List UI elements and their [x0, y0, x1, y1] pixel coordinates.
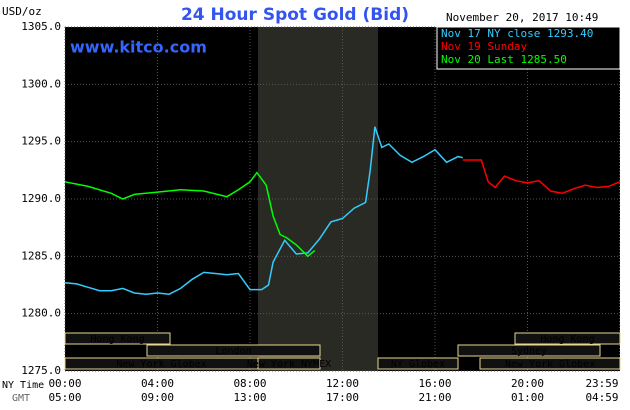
session-label: New York Globex	[505, 359, 595, 370]
price-line	[64, 171, 316, 258]
session-bar	[457, 344, 601, 357]
x-tick-label: 12:00	[326, 377, 359, 390]
session-bar	[64, 332, 171, 345]
legend-entry: Nov 19 Sunday	[441, 40, 527, 53]
y-tick-label: 1300.0	[21, 77, 61, 90]
x2-row-label: GMT	[12, 393, 30, 404]
x2-tick-label: 17:00	[326, 391, 359, 404]
session-bar	[514, 332, 621, 345]
session-label: NY Globex	[391, 359, 445, 370]
y-tick-label: 1290.0	[21, 192, 61, 205]
x2-tick-label: 05:00	[48, 391, 81, 404]
session-label: Sydney	[511, 346, 547, 357]
session-label: London	[215, 346, 251, 357]
x-tick-label: 20:00	[511, 377, 544, 390]
y-tick-label: 1305.0	[21, 20, 61, 33]
y-tick-label: 1285.0	[21, 249, 61, 262]
legend	[436, 26, 621, 70]
x-tick-label: 08:00	[233, 377, 266, 390]
legend-entry: Nov 20 Last 1285.50	[441, 53, 567, 66]
session-label: Hong Kong	[540, 334, 594, 345]
legend-entry: Nov 17 NY close 1293.40	[441, 27, 593, 40]
session-bar	[377, 357, 459, 370]
x2-tick-label: 13:00	[233, 391, 266, 404]
x2-tick-label: 04:59	[585, 391, 618, 404]
session-label: New York NYMEX	[247, 359, 331, 370]
x-tick-label: 00:00	[48, 377, 81, 390]
y-tick-label: 1280.0	[21, 307, 61, 320]
chart-title: 24 Hour Spot Gold (Bid)	[181, 5, 409, 25]
x-row-label: NY Time	[2, 380, 44, 391]
x-tick-label: 04:00	[141, 377, 174, 390]
session-label: Hong Kong	[90, 334, 144, 345]
x2-tick-label: 09:00	[141, 391, 174, 404]
y-tick-label: 1275.0	[21, 364, 61, 377]
y-unit: USD/oz	[2, 5, 42, 18]
watermark: www.kitco.com	[70, 38, 207, 57]
x-tick-label: 23:59	[585, 377, 618, 390]
price-line	[462, 159, 621, 195]
session-bar	[479, 357, 621, 370]
x2-tick-label: 01:00	[511, 391, 544, 404]
session-bar	[257, 357, 321, 370]
session-label: New York Globex	[116, 359, 206, 370]
x-tick-label: 16:00	[418, 377, 451, 390]
y-tick-label: 1295.0	[21, 135, 61, 148]
session-bar	[146, 344, 321, 357]
timestamp: November 20, 2017 10:49	[446, 11, 598, 24]
x2-tick-label: 21:00	[418, 391, 451, 404]
price-line	[64, 126, 463, 295]
